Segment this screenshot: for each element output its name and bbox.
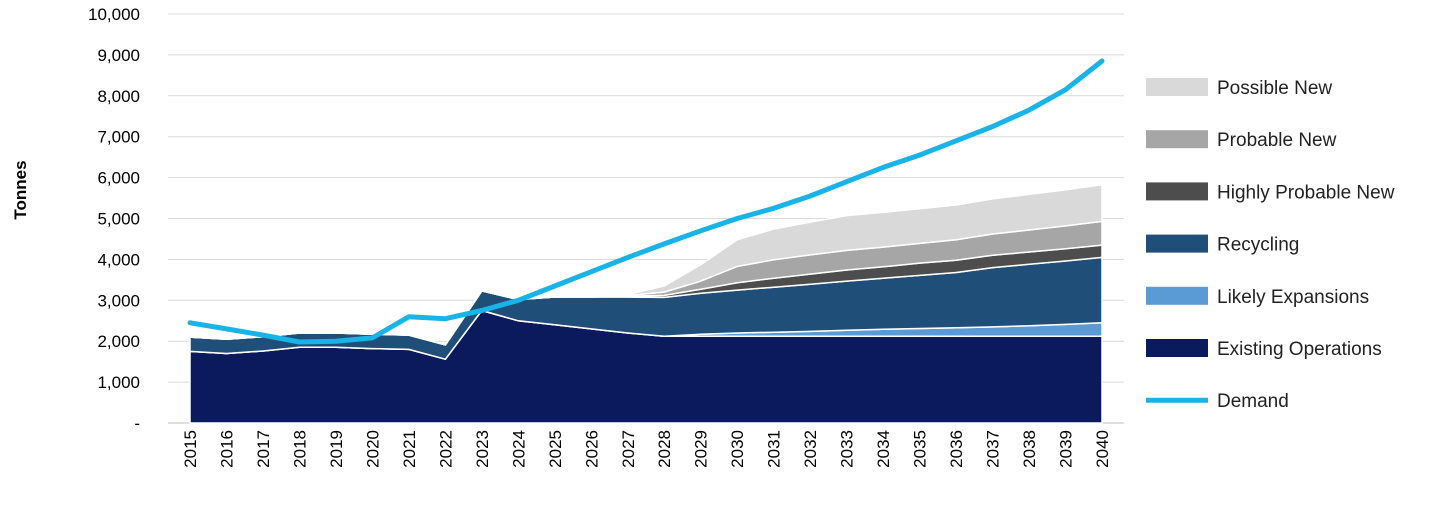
x-tick-label: 2036 [947,430,966,468]
demand-line-group [187,58,1105,345]
legend-label-highly-probable-new: Highly Probable New [1217,182,1395,203]
x-tick-label: 2029 [692,430,711,468]
y-tick-label: 8,000 [97,87,140,106]
x-tick-label: 2018 [290,430,309,468]
x-tick-label: 2034 [874,430,893,468]
x-tick-label: 2022 [436,430,455,468]
x-tick-label: 2017 [254,430,273,468]
x-tick-label: 2024 [509,430,528,468]
legend: Possible New Probable New Highly Probable … [1146,78,1395,412]
stacked-areas [189,183,1103,424]
x-tick-label: 2027 [619,430,638,468]
legend-label-existing-operations: Existing Operations [1217,339,1382,360]
y-tick-label: 5,000 [97,210,140,229]
x-axis-ticks: 2015 2016 2017 2018 2019 2020 2021 2022 2023 2024… [181,430,1112,468]
y-tick-label: 4,000 [97,250,140,269]
x-tick-label: 2039 [1057,430,1076,468]
x-tick-label: 2032 [801,430,820,468]
y-tick-label: 9,000 [97,46,140,65]
x-tick-label: 2023 [473,430,492,468]
x-tick-label: 2033 [838,430,857,468]
y-tick-label: 3,000 [97,291,140,310]
legend-label-recycling: Recycling [1217,235,1299,256]
legend-swatch-possible-new [1146,78,1208,96]
y-axis-label: Tonnes [11,160,30,219]
x-tick-label: 2015 [181,430,200,468]
y-tick-label: 10,000 [88,5,140,24]
x-tick-label: 2020 [363,430,382,468]
y-axis-ticks: - 1,000 2,000 3,000 4,000 5,000 6,000 7,000 8,00… [88,5,140,433]
x-tick-label: 2040 [1093,430,1112,468]
legend-swatch-existing-operations [1146,339,1208,357]
x-tick-label: 2035 [911,430,930,468]
x-tick-label: 2021 [400,430,419,468]
legend-swatch-recycling [1146,234,1208,253]
legend-label-possible-new: Possible New [1217,78,1332,99]
x-tick-label: 2037 [984,430,1003,468]
x-tick-label: 2031 [765,430,784,468]
legend-swatch-highly-probable-new [1146,182,1208,201]
y-tick-label: 2,000 [97,332,140,351]
area-possible-new [189,183,1103,346]
x-tick-label: 2026 [582,430,601,468]
legend-label-demand: Demand [1217,391,1289,412]
legend-label-likely-expansions: Likely Expansions [1217,287,1369,308]
y-tick-label: 7,000 [97,128,140,147]
legend-swatch-likely-expansions [1146,286,1208,305]
y-tick-label: 6,000 [97,169,140,188]
y-tick-label: 1,000 [97,373,140,392]
x-tick-label: 2030 [728,430,747,468]
legend-label-probable-new: Probable New [1217,130,1337,151]
x-tick-label: 2019 [327,430,346,468]
y-tick-label: - [134,414,140,433]
x-tick-label: 2025 [546,430,565,468]
x-tick-label: 2038 [1020,430,1039,468]
line-demand [187,58,1105,345]
x-tick-label: 2016 [217,430,236,468]
legend-swatch-probable-new [1146,130,1208,149]
x-tick-label: 2028 [655,430,674,468]
